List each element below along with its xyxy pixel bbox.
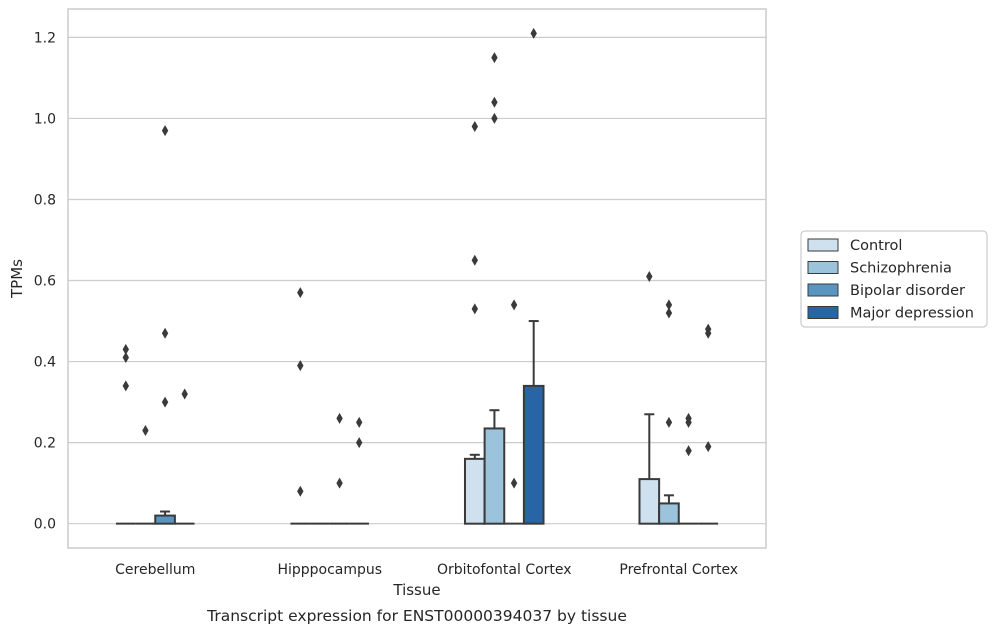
outlier-point bbox=[161, 396, 169, 408]
bars bbox=[115, 320, 719, 525]
outlier-point bbox=[646, 270, 653, 282]
bar bbox=[638, 478, 661, 525]
legend-label: Bipolar disorder bbox=[850, 283, 965, 299]
legend-frame bbox=[800, 230, 988, 328]
grid-lines bbox=[68, 36, 766, 525]
outlier-point bbox=[685, 445, 692, 457]
x-tick-label: Hipppocampus bbox=[277, 562, 382, 578]
legend-label: Major depression bbox=[850, 306, 974, 322]
outlier-point bbox=[704, 327, 712, 339]
outlier-point bbox=[491, 52, 498, 64]
x-tick-label: Orbitofontal Cortex bbox=[437, 562, 572, 578]
outlier-point bbox=[122, 380, 130, 392]
outlier-point bbox=[510, 477, 518, 489]
plot-frame bbox=[67, 8, 767, 549]
chart-caption: Transcript expression for ENST0000039403… bbox=[206, 607, 627, 625]
outlier-point bbox=[181, 388, 188, 400]
outlier-point bbox=[297, 287, 304, 299]
outlier-point bbox=[510, 299, 518, 311]
outlier-point bbox=[491, 96, 498, 108]
outlier-point bbox=[471, 303, 479, 315]
legend-swatch bbox=[807, 238, 839, 252]
outlier-point bbox=[297, 485, 304, 497]
bar bbox=[463, 457, 486, 525]
bar bbox=[522, 384, 545, 525]
bar bbox=[154, 514, 176, 525]
outlier-points bbox=[122, 27, 712, 497]
y-tick-label: 0.6 bbox=[34, 274, 56, 290]
bar bbox=[658, 502, 680, 525]
y-tick-label: 0.2 bbox=[34, 436, 56, 452]
outlier-point bbox=[355, 437, 363, 449]
y-tick-label: 1.0 bbox=[34, 111, 56, 127]
legend-label: Schizophrenia bbox=[850, 261, 952, 277]
outlier-point bbox=[122, 352, 130, 364]
outlier-point bbox=[665, 416, 673, 428]
x-axis-label: Tissue bbox=[392, 581, 440, 599]
outlier-point bbox=[665, 299, 673, 311]
outlier-point bbox=[491, 112, 498, 124]
outlier-point bbox=[161, 327, 169, 339]
outlier-point bbox=[297, 360, 304, 372]
outlier-point bbox=[685, 416, 692, 428]
legend-swatch bbox=[807, 306, 839, 319]
outlier-point bbox=[122, 343, 130, 355]
legend-label: Control bbox=[850, 238, 902, 254]
bar bbox=[483, 427, 506, 525]
y-tick-label: 0.8 bbox=[34, 192, 56, 208]
outlier-point bbox=[704, 441, 712, 453]
y-axis-label: TPMs bbox=[8, 259, 26, 299]
outlier-point bbox=[530, 27, 537, 39]
legend: Control Schizophrenia Bipolar disorder Majo… bbox=[800, 230, 988, 328]
outlier-point bbox=[471, 121, 479, 133]
outlier-point bbox=[355, 416, 363, 428]
outlier-point bbox=[142, 424, 149, 436]
x-tick-label: Prefrontal Cortex bbox=[619, 562, 738, 578]
legend-swatch bbox=[807, 283, 839, 297]
y-tick-label: 0.4 bbox=[34, 355, 56, 371]
x-axis-ticks: Cerebellum Hipppocampus Orbitofontal Corte… bbox=[115, 562, 738, 578]
y-tick-label: 1.2 bbox=[34, 30, 56, 46]
outlier-point bbox=[665, 307, 673, 319]
y-axis-ticks: 0.0 0.2 0.4 0.6 0.8 1.0 1.2 bbox=[34, 30, 56, 532]
outlier-point bbox=[336, 477, 343, 489]
outlier-point bbox=[336, 412, 343, 424]
outlier-point bbox=[161, 125, 169, 137]
outlier-point bbox=[471, 254, 479, 266]
legend-swatch bbox=[807, 261, 839, 274]
y-tick-label: 0.0 bbox=[34, 517, 56, 533]
x-tick-label: Cerebellum bbox=[115, 562, 195, 578]
